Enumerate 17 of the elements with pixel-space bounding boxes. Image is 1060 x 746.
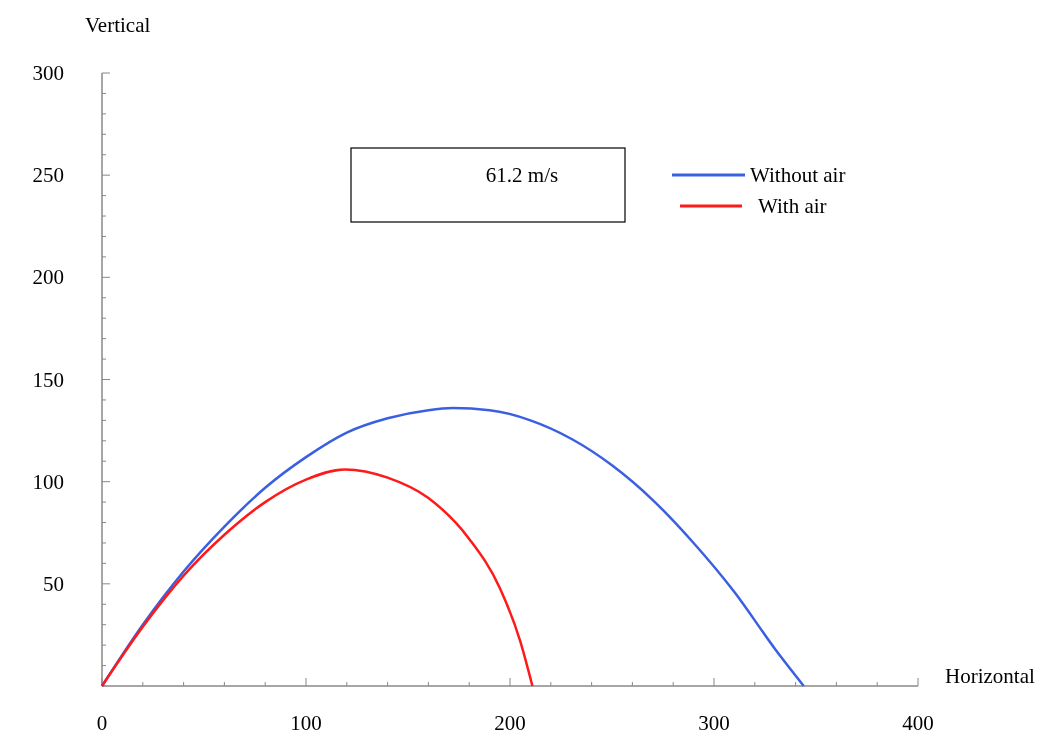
y-tick-label: 200	[32, 265, 64, 290]
y-tick-label: 300	[32, 61, 64, 85]
annotation: 61.2 m/s	[485, 163, 559, 187]
y-tick-label: 50	[43, 571, 64, 596]
x-tick-label: 0	[96, 711, 108, 735]
y-axis-title: Vertical	[85, 13, 151, 37]
x-tick-label: 200	[494, 711, 526, 735]
legend-label: With air	[758, 194, 827, 218]
legend-label: Without air	[750, 163, 846, 187]
line-series	[100, 468, 534, 688]
x-axis-title: Horizontal	[945, 664, 1035, 688]
x-tick-label: 300	[698, 711, 730, 735]
y-tick-label: 150	[32, 367, 64, 392]
y-tick-label: 250	[32, 163, 64, 188]
x-tick-label: 100	[290, 711, 322, 735]
y-tick-label: 100	[32, 469, 64, 494]
x-tick-label: 400	[902, 711, 934, 735]
